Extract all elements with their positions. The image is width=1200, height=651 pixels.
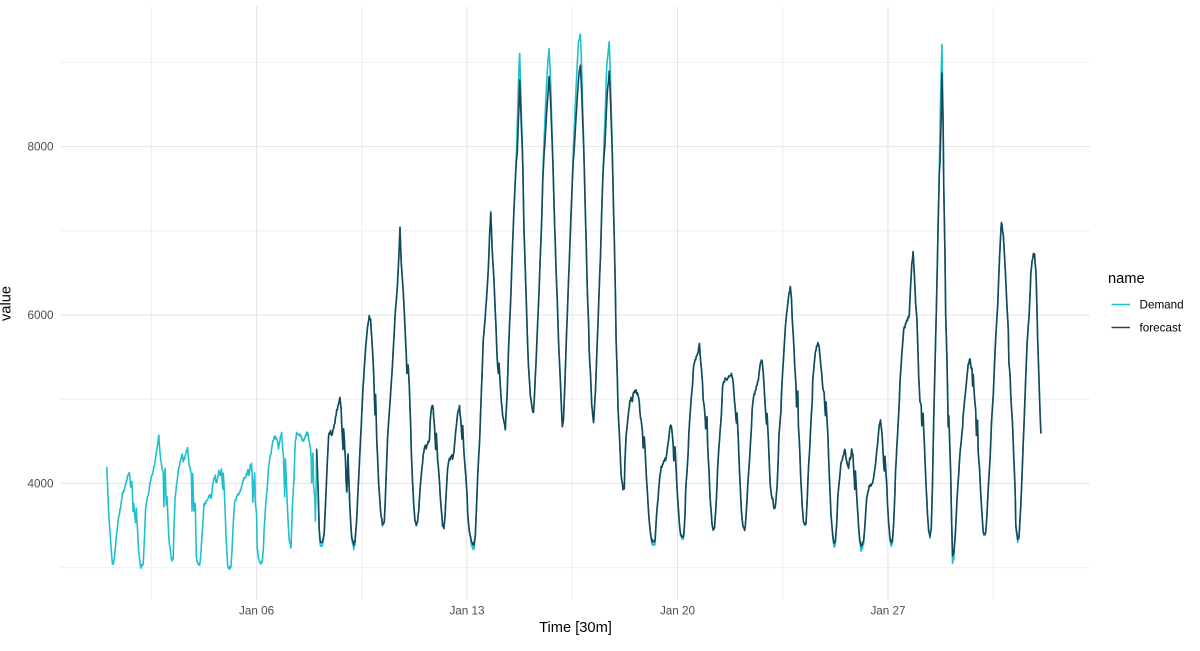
svg-text:value: value <box>0 286 15 321</box>
svg-text:Time [30m]: Time [30m] <box>539 620 612 636</box>
svg-text:forecast: forecast <box>1140 322 1182 335</box>
svg-text:6000: 6000 <box>27 309 54 322</box>
svg-text:4000: 4000 <box>27 477 54 490</box>
svg-text:Jan 27: Jan 27 <box>870 605 905 618</box>
svg-text:Jan 13: Jan 13 <box>449 605 484 618</box>
svg-text:name: name <box>1108 271 1145 287</box>
svg-text:Jan 20: Jan 20 <box>660 605 696 618</box>
svg-text:Jan 06: Jan 06 <box>239 605 274 618</box>
svg-text:Demand: Demand <box>1140 299 1184 312</box>
svg-text:8000: 8000 <box>27 141 54 154</box>
